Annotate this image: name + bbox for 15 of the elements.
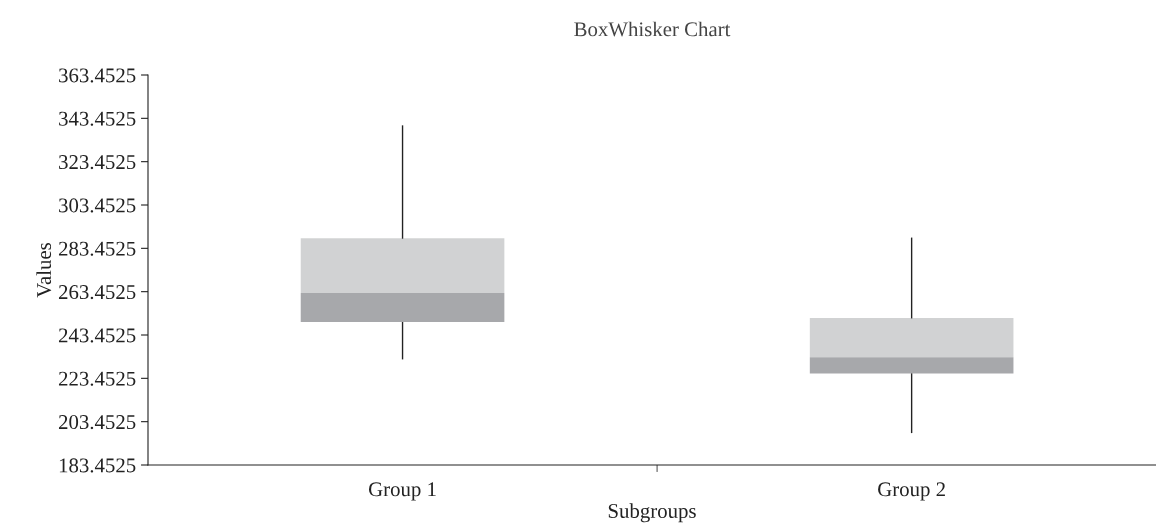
y-tick-label: 303.4525 [59,198,136,213]
y-tick-label: 343.4525 [59,111,136,126]
y-tick-label: 283.4525 [58,241,136,256]
x-tick-label: Group 1 [368,482,436,501]
chart-title: BoxWhisker Chart [574,21,731,37]
y-tick-label: 323.4525 [59,155,136,170]
x-axis-title: Subgroups [608,503,696,523]
x-tick-label: Group 2 [878,482,945,501]
y-tick-label: 263.4525 [58,285,136,300]
y-axis-title: Values [36,242,52,298]
y-tick-label: 243.4525 [58,328,136,343]
y-tick-label: 183.4525 [59,458,136,473]
y-tick-label: 223.4525 [58,371,136,386]
y-tick-label: 203.4525 [58,415,136,430]
y-tick-label: 363.4525 [59,68,136,83]
